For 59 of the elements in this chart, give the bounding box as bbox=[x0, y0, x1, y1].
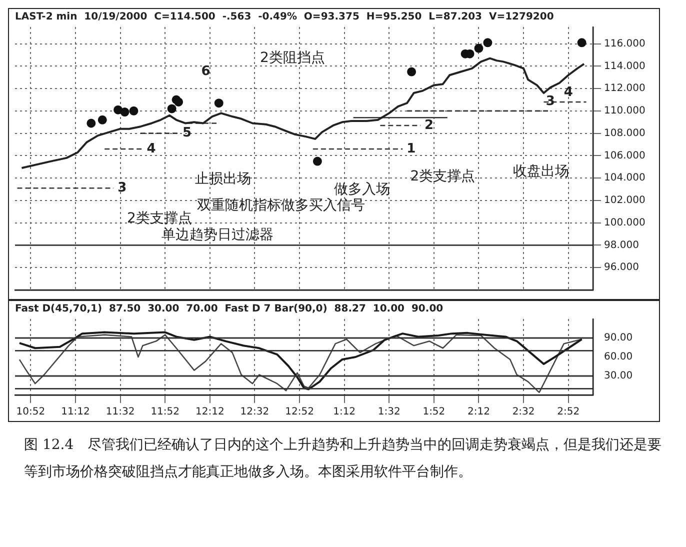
y-tick-label: 110.000 bbox=[604, 106, 646, 117]
y-tick-label: 108.000 bbox=[604, 128, 646, 139]
point bbox=[214, 98, 224, 108]
point bbox=[167, 104, 176, 114]
annotation: 2类支撑点 bbox=[410, 168, 476, 185]
x-tick-label: 1:12 bbox=[333, 406, 356, 418]
point bbox=[129, 106, 138, 116]
annotation: 5 bbox=[182, 126, 192, 141]
point bbox=[483, 38, 492, 48]
annotation: 4 bbox=[146, 141, 156, 156]
annotation: 做多入场 bbox=[334, 182, 390, 198]
y-tick-label: 90.00 bbox=[604, 332, 633, 344]
point bbox=[114, 105, 123, 114]
x-tick-label: 12:32 bbox=[240, 406, 270, 418]
y-tick-label: 30.00 bbox=[604, 370, 633, 382]
annotation: 2类支撑点 bbox=[127, 210, 192, 227]
point bbox=[407, 67, 416, 76]
x-tick-label: 12:12 bbox=[195, 406, 224, 418]
annotation: 2 bbox=[424, 118, 434, 133]
annotation: 2类阻挡点 bbox=[260, 50, 325, 66]
point bbox=[577, 38, 586, 48]
y-tick-label: 102.000 bbox=[604, 195, 646, 206]
y-tick-label: 106.000 bbox=[604, 150, 646, 162]
point bbox=[474, 44, 484, 53]
point bbox=[174, 97, 184, 106]
x-tick-label: 2:12 bbox=[468, 406, 490, 418]
y-tick-label: 104.000 bbox=[604, 172, 646, 184]
x-tick-label: 11:12 bbox=[61, 406, 90, 418]
y-tick-label: 112.000 bbox=[604, 83, 646, 94]
x-tick-label: 12:52 bbox=[285, 406, 314, 418]
y-tick-label: 60.00 bbox=[604, 352, 633, 363]
annotation: 止损出场 bbox=[195, 171, 252, 188]
point bbox=[120, 108, 130, 117]
x-tick-label: 11:52 bbox=[150, 406, 180, 418]
x-tick-label: 1:32 bbox=[378, 406, 400, 418]
y-tick-label: 114.000 bbox=[604, 60, 646, 72]
annotation: 4 bbox=[564, 84, 573, 100]
y-tick-label: 96.000 bbox=[604, 262, 639, 274]
x-tick-label: 2:52 bbox=[557, 406, 580, 418]
annotation: 收盘出场 bbox=[512, 163, 569, 180]
x-tick-label: 10:52 bbox=[16, 406, 46, 418]
y-tick-label: 98.000 bbox=[604, 240, 639, 251]
x-tick-label: 1:52 bbox=[422, 406, 446, 418]
ref-line-label: 单边趋势日过滤器 bbox=[161, 226, 274, 243]
caption: 图 12.4 尽管我们已经确认了日内的这个上升趋势和上升趋势当中的回调走势衰竭点，但是我们还是要等到市场价格突破阻挡点才能真正地做多入场。本图采用软件平台制作。 bbox=[24, 436, 662, 482]
annotation: 3 bbox=[118, 180, 127, 196]
annotation: 6 bbox=[201, 64, 210, 80]
chart-title: Fast D(45,70,1) 87.50 30.00 70.00 Fast D 7 Bar(90,0) 88.27 10.00 90.00 bbox=[15, 304, 444, 315]
point bbox=[312, 156, 322, 166]
point bbox=[98, 115, 107, 124]
annotation: 3 bbox=[546, 94, 555, 109]
x-tick-label: 2:32 bbox=[512, 406, 535, 418]
y-tick-label: 100.000 bbox=[604, 217, 646, 228]
chart-title: LAST-2 min 10/19/2000 C=114.500 -.563 -0.49% O=93.375 H=95.250 L=87.203 V=1279200 bbox=[15, 12, 554, 23]
y-tick-label: 116.000 bbox=[604, 38, 646, 50]
x-tick-label: 11:32 bbox=[106, 406, 135, 418]
annotation: 双重随机指标做多买入信号 bbox=[196, 197, 365, 214]
point bbox=[86, 118, 96, 128]
annotation: 1 bbox=[406, 141, 416, 156]
